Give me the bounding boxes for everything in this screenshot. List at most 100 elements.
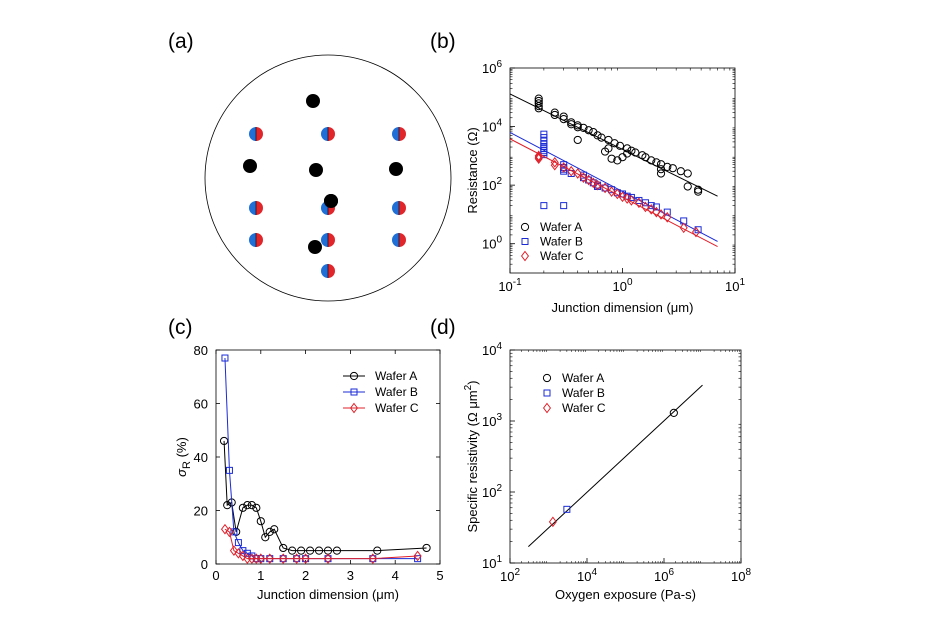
data-point [534,150,543,162]
split-die-right [399,127,406,141]
panel-a: (a) [168,30,452,302]
wafer-outline [204,54,452,302]
split-die-right [328,233,335,247]
data-point [548,516,557,528]
data-point [252,503,261,512]
data-point [607,186,616,197]
data-point [656,169,666,178]
data-point [332,546,342,555]
split-die-right [328,264,335,278]
black-die [306,94,320,108]
data-point [534,102,543,111]
data-point [573,135,582,145]
legend-marker [349,371,359,381]
x-tick-label: 108 [731,567,751,584]
data-point [669,408,678,418]
data-point [292,553,301,564]
y-tick-label: 100 [482,235,502,252]
data-point [604,135,613,145]
data-point [288,546,297,555]
panel-c: (c) 0 1 2 3 4 5 0 20 40 60 80 Junction dimension (μ… [168,316,444,602]
data-point [534,151,543,163]
data-point [559,112,568,121]
legend-label: Wafer A [562,371,604,385]
data-point [238,550,247,562]
legend-label: Wafer A [540,220,582,234]
panel-b: (b) 10-1 100 101 100 102 104 106 Junction dimen… [430,30,745,315]
data-point [573,168,582,179]
data-point [691,226,701,238]
series-line [223,440,427,552]
data-point [694,185,703,194]
y-axis-label: Specific resistivity (Ω μm2) [463,380,480,532]
data-point [663,208,671,216]
data-point [627,193,635,201]
fit-line [528,384,703,548]
legend-marker [542,402,552,414]
data-point [573,123,582,132]
legend-label: Wafer A [375,369,417,383]
split-die-left [249,201,256,215]
data-point [234,547,243,559]
data-point [623,149,632,158]
y-tick-label: 104 [482,118,502,135]
split-die-left [392,233,399,247]
x-tick-label: 0 [212,568,219,583]
legend-label: Wafer C [540,249,584,263]
legend-marker [520,250,530,262]
y-tick-label: 60 [194,397,208,412]
data-point [593,131,602,140]
data-point [243,501,252,510]
data-point [223,501,232,510]
x-tick-label: 3 [347,568,354,583]
legend-marker [349,402,359,414]
data-point [559,114,568,124]
data-point [323,553,333,564]
panel-label-d: (d) [430,316,456,339]
legend-label: Wafer C [562,401,606,415]
black-die [309,163,323,177]
data-point [265,553,274,564]
legend-marker [542,373,552,383]
black-die [243,159,257,173]
y-tick-label: 20 [194,504,208,519]
data-point [567,120,576,129]
data-point [256,517,265,526]
data-point [631,148,640,157]
data-point [589,177,598,189]
data-point [225,526,234,538]
data-point [422,543,431,553]
data-point [270,525,279,534]
data-point [567,165,576,177]
chart-sigma: 0 1 2 3 4 5 0 20 40 60 80 Junction dimension (μm) σR… [174,343,444,602]
wafer-dies [243,94,406,278]
data-point [623,144,632,153]
legend-label: Wafer B [375,385,418,399]
data-point [534,99,543,108]
y-tick-label: 102 [482,483,502,500]
x-tick-label: 102 [500,567,520,584]
data-point [607,154,616,163]
x-axis-label: Oxygen exposure (Pa-s) [555,587,696,602]
legend-label: Wafer B [562,386,605,400]
y-tick-label: 80 [194,343,208,358]
data-point [683,182,692,191]
data-point [604,144,613,153]
split-die-right [328,127,335,141]
x-tick-label: 1 [257,568,264,583]
data-point [414,555,422,563]
data-point [652,158,661,167]
data-point [656,165,666,174]
y-tick-label: 106 [482,59,502,76]
split-die-right [256,201,263,215]
data-point [560,202,568,210]
data-point [279,543,288,553]
data-point [610,139,619,148]
y-tick-label: 102 [482,176,502,193]
x-tick-label: 5 [436,568,443,583]
y-tick-label: 40 [194,450,208,465]
legend-marker [521,238,529,245]
